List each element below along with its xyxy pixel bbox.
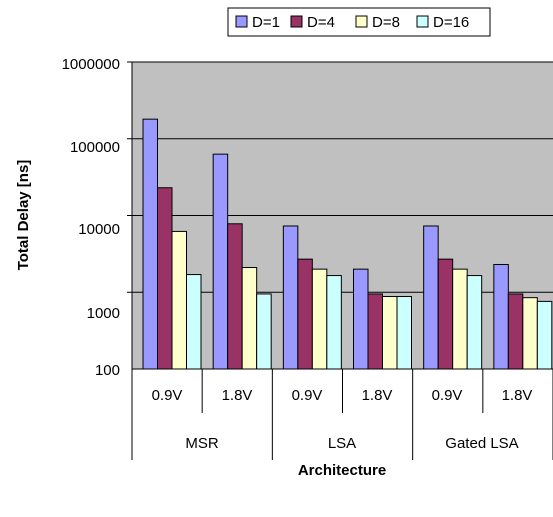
y-tick-label-1000: 1000	[87, 305, 120, 322]
bar-D4-cat0	[157, 187, 173, 370]
bar-D16-cat3	[396, 296, 412, 370]
legend-swatch-d1	[235, 15, 248, 28]
x-tick-label-msr-0.9v: 0.9V	[152, 387, 183, 404]
bars	[142, 118, 553, 370]
y-axis: 1000000 100000 10000 1000 100	[62, 56, 133, 379]
x-group-label-msr: MSR	[185, 435, 219, 452]
bar-D1-cat3	[353, 268, 369, 370]
legend-label-d16: D=16	[433, 14, 469, 31]
x-labels: 0.9V 1.8V 0.9V 1.8V 0.9V 1.8V MSR LSA Ga…	[152, 387, 533, 452]
y-tick-label-10000: 10000	[78, 221, 120, 238]
x-axis	[131, 368, 553, 460]
y-axis-title: Total Delay [ns]	[15, 160, 32, 271]
bar-D1-cat0	[142, 118, 158, 370]
legend: D=1 D=4 D=8 D=16	[227, 7, 491, 37]
bar-D16-cat5	[536, 300, 553, 370]
gridlines	[132, 61, 553, 293]
legend-label-d1: D=1	[252, 14, 280, 31]
x-group-label-lsa: LSA	[328, 435, 356, 452]
bar-D1-cat2	[282, 225, 299, 370]
y-tick-label-1000000: 1000000	[62, 56, 120, 73]
bar-D4-cat4	[437, 258, 454, 370]
bar-D4-cat5	[507, 293, 524, 370]
bar-D1-cat4	[423, 225, 439, 370]
bar-D8-cat5	[522, 297, 538, 370]
bar-D4-cat1	[227, 223, 243, 370]
x-axis-title: Architecture	[298, 462, 386, 479]
y-tick-label-100000: 100000	[70, 139, 120, 156]
bar-D8-cat3	[382, 296, 398, 370]
y-tick-label-100: 100	[95, 362, 120, 379]
x-tick-label-msr-1.8v: 1.8V	[222, 387, 253, 404]
bar-D1-cat5	[493, 263, 509, 370]
bar-D8-cat4	[452, 268, 468, 370]
bar-D16-cat0	[186, 274, 202, 370]
x-tick-label-lsa-1.8v: 1.8V	[362, 387, 393, 404]
bar-D8-cat2	[311, 268, 328, 370]
bar-D8-cat0	[171, 230, 187, 370]
legend-label-d8: D=8	[372, 14, 400, 31]
legend-swatch-d4	[290, 15, 303, 28]
bar-D8-cat1	[241, 267, 258, 370]
bar-D4-cat3	[367, 293, 383, 370]
legend-swatch-d16	[416, 15, 429, 28]
x-group-label-gated-lsa: Gated LSA	[445, 435, 518, 452]
x-tick-label-lsa-0.9v: 0.9V	[292, 387, 323, 404]
legend-label-d4: D=4	[307, 14, 335, 31]
bar-D4-cat2	[297, 258, 313, 370]
bar-D16-cat1	[256, 293, 272, 370]
x-tick-label-gatedlsa-1.8v: 1.8V	[502, 387, 533, 404]
legend-swatch-d8	[355, 15, 368, 28]
bar-D16-cat2	[326, 275, 342, 370]
bar-D1-cat1	[212, 153, 229, 370]
x-tick-label-gatedlsa-0.9v: 0.9V	[432, 387, 463, 404]
bar-D16-cat4	[466, 275, 483, 370]
